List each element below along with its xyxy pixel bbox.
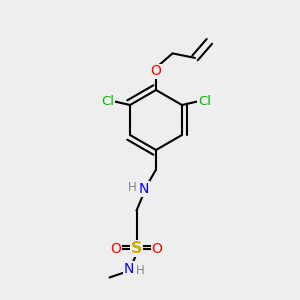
Text: Cl: Cl (198, 95, 211, 108)
Text: Cl: Cl (101, 95, 114, 108)
Text: H: H (128, 181, 137, 194)
Text: H: H (136, 264, 145, 277)
Text: N: N (139, 182, 149, 196)
Text: O: O (111, 242, 122, 256)
Text: O: O (151, 64, 161, 78)
Text: N: N (124, 262, 134, 276)
Text: O: O (152, 242, 162, 256)
Text: S: S (131, 241, 142, 256)
